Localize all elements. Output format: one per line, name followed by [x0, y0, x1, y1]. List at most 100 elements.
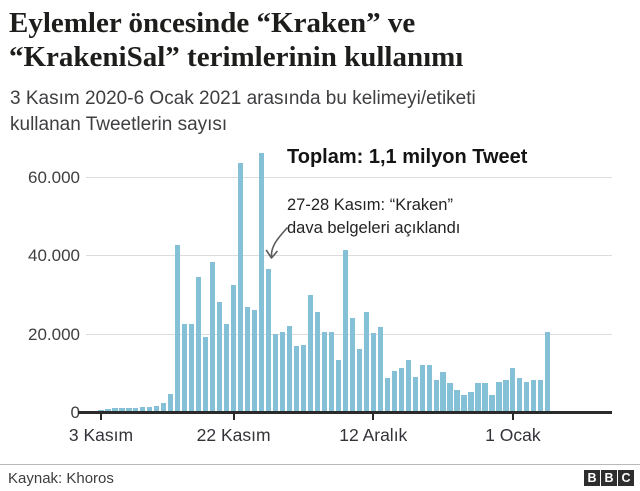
bar-day-9	[161, 402, 167, 412]
bar-day-3	[119, 408, 125, 412]
bar-day-12	[182, 324, 188, 412]
bar-day-58	[503, 379, 509, 412]
subtitle-line-2: kullanan Tweetlerin sayısı	[10, 114, 228, 135]
x-tick-22-kasım	[232, 414, 235, 420]
y-axis-label-40000: 40.000	[28, 246, 80, 265]
x-axis-label-22-kasım: 22 Kasım	[196, 425, 271, 445]
bar-day-19	[231, 284, 237, 412]
bar-day-21	[245, 306, 251, 412]
bar-day-30	[307, 295, 314, 412]
bar-day-50	[447, 382, 453, 412]
bar-day-18	[224, 323, 230, 412]
bar-day-56	[489, 395, 495, 412]
bar-day-48	[433, 379, 439, 412]
footer-divider	[0, 464, 640, 465]
y-axis-label-0: 0	[70, 403, 80, 422]
bar-day-1	[105, 408, 111, 412]
bar-day-64	[545, 331, 551, 412]
bar-day-2	[112, 408, 118, 412]
bar-day-31	[314, 311, 320, 412]
bar-day-29	[300, 345, 307, 412]
bar-day-40	[377, 326, 383, 412]
gridline-60000	[86, 176, 612, 178]
bar-day-42	[391, 370, 397, 412]
x-tick-1-ocak	[511, 414, 514, 420]
bar-day-17	[217, 302, 223, 412]
bar-day-11	[175, 245, 181, 412]
x-axis-label-12-aralık: 12 Aralık	[339, 425, 408, 445]
gridline-20000	[86, 333, 612, 335]
bar-day-0	[98, 409, 104, 412]
bar-day-4	[126, 408, 132, 412]
bbc-logo-block-b1: B	[584, 470, 600, 486]
bar-day-20	[238, 162, 244, 412]
bar-day-37	[356, 349, 362, 412]
bar-day-27	[286, 326, 293, 412]
bar-day-38	[363, 311, 369, 412]
bar-day-61	[524, 381, 530, 412]
x-axis-label-1-ocak: 1 Ocak	[485, 425, 541, 445]
bar-day-63	[538, 379, 544, 412]
source-credit: Kaynak: Khoros	[8, 470, 114, 487]
bar-day-53	[468, 391, 474, 412]
subtitle-line-1: 3 Kasım 2020-6 Ocak 2021 arasında bu kel…	[10, 88, 476, 109]
bar-day-41	[384, 377, 390, 412]
bar-day-22	[251, 309, 258, 412]
bar-day-8	[154, 405, 160, 412]
bar-day-39	[370, 332, 376, 412]
bar-day-24	[265, 268, 272, 412]
event-annotation-line-1: 27-28 Kasım: “Kraken”	[287, 196, 453, 214]
bar-day-6	[140, 407, 146, 412]
bar-day-5	[133, 407, 139, 412]
bar-day-10	[168, 394, 174, 412]
bar-day-51	[454, 390, 460, 412]
title-line-1: Eylemler öncesinde “Kraken” ve	[9, 7, 416, 39]
bar-day-32	[321, 331, 327, 412]
event-annotation: 27-28 Kasım: “Kraken” dava belgeleri açı…	[287, 194, 460, 240]
x-axis-label-3-kasım: 3 Kasım	[68, 425, 134, 445]
bar-day-44	[405, 359, 411, 412]
bar-chart: 0 20.000 40.000 60.000 3 Kasım 22 Kasım 12 Ara…	[28, 152, 612, 445]
bar-day-7	[147, 406, 153, 412]
bar-day-62	[531, 379, 537, 412]
x-axis-line	[78, 411, 612, 414]
bar-day-28	[293, 346, 300, 412]
gridline-40000	[86, 255, 612, 256]
bar-day-36	[349, 317, 355, 412]
bar-day-59	[510, 368, 516, 412]
bar-day-49	[440, 371, 446, 412]
bar-day-15	[203, 336, 209, 412]
bar-day-55	[482, 382, 488, 412]
annotation-arrow-icon	[265, 227, 288, 259]
bar-day-45	[412, 376, 418, 412]
total-tweets-annotation: Toplam: 1,1 milyon Tweet	[287, 146, 528, 168]
bar-day-47	[426, 364, 432, 412]
page-title: Eylemler öncesinde “Kraken” ve “KrakeniS…	[9, 6, 629, 74]
bar-day-33	[328, 331, 334, 412]
y-axis-label-20000: 20.000	[28, 324, 80, 344]
bar-day-25	[272, 334, 279, 412]
x-tick-12-aralık	[372, 414, 375, 420]
bbc-logo: B B C	[584, 470, 634, 486]
bar-day-57	[496, 381, 502, 412]
bar-day-52	[461, 395, 467, 412]
bar-day-23	[258, 152, 265, 412]
event-annotation-line-2: dava belgeleri açıklandı	[287, 219, 461, 237]
x-tick-3-kasım	[100, 414, 102, 420]
bar-day-26	[279, 332, 286, 412]
title-line-2: “KrakeniSal” terimlerinin kullanımı	[9, 41, 464, 73]
bar-day-34	[335, 359, 341, 412]
bar-day-43	[398, 367, 404, 412]
bbc-logo-block-c: C	[618, 470, 634, 486]
bar-day-60	[517, 377, 523, 412]
y-axis-label-60000: 60.000	[28, 167, 80, 187]
bbc-logo-block-b2: B	[601, 470, 617, 486]
bar-day-54	[475, 382, 481, 412]
bar-day-46	[419, 364, 425, 412]
bar-day-14	[196, 276, 202, 412]
bar-day-16	[210, 261, 216, 412]
chart-subtitle: 3 Kasım 2020-6 Ocak 2021 arasında bu kel…	[10, 86, 610, 138]
bar-day-13	[189, 324, 195, 412]
bar-day-35	[342, 249, 348, 412]
